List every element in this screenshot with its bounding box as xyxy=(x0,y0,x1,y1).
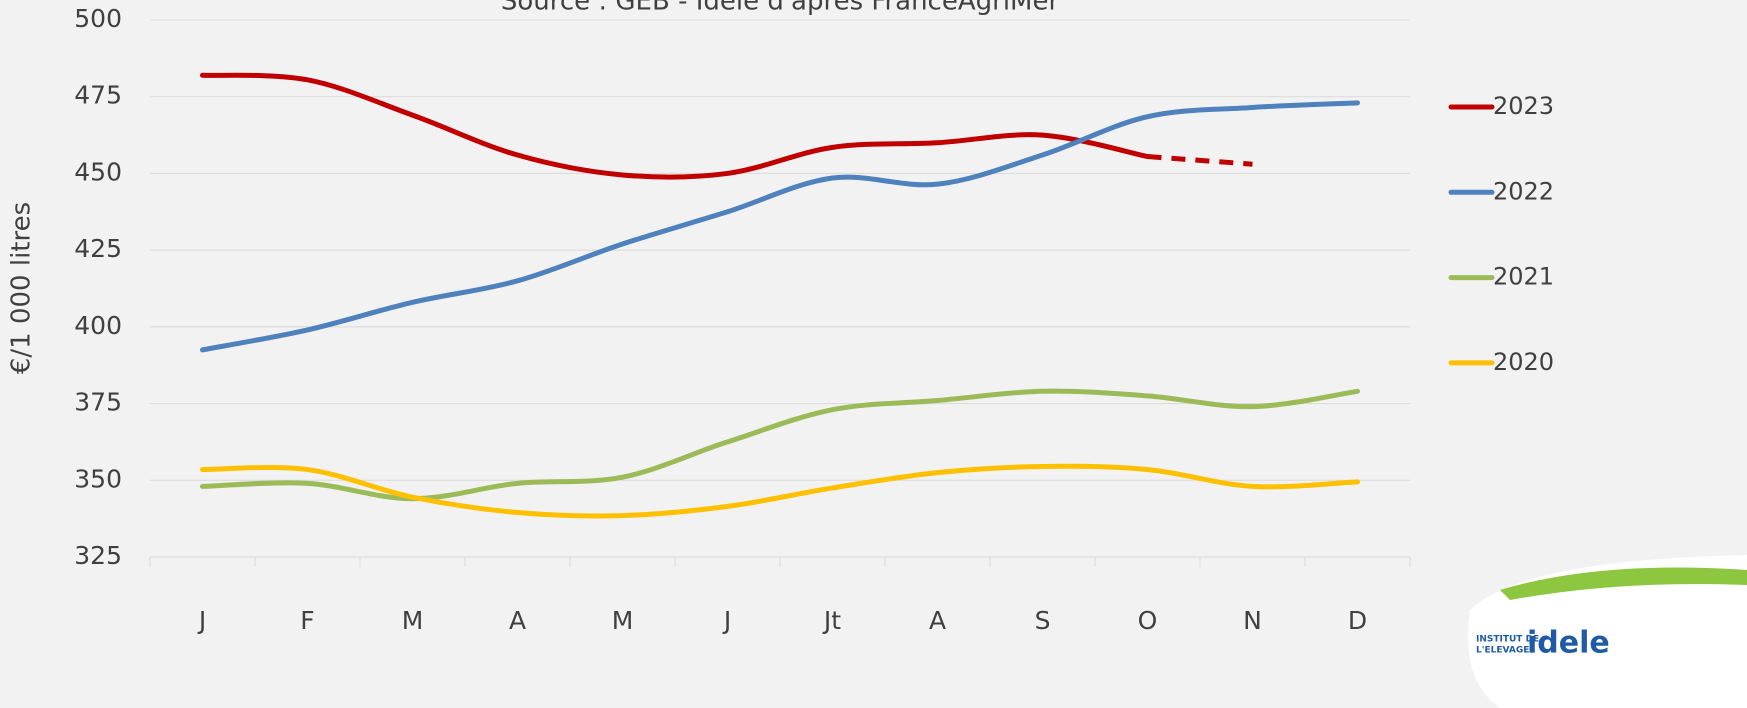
logo-text: L'ELEVAGE xyxy=(1476,646,1529,656)
logo: INSTITUT DE L'ELEVAGE idele xyxy=(1468,555,1747,708)
y-tick-label: 350 xyxy=(74,464,122,493)
series-line xyxy=(200,72,1150,180)
series-line xyxy=(200,463,1360,519)
x-tick-label: F xyxy=(300,606,314,635)
x-tick-label: A xyxy=(929,606,946,635)
logo-brand: idele xyxy=(1527,626,1610,661)
x-tick-label: J xyxy=(722,606,731,635)
y-axis-label: €/1 000 litres xyxy=(7,202,37,374)
series-line-dashed xyxy=(1147,154,1253,167)
legend-label: 2023 xyxy=(1493,92,1554,120)
series-line xyxy=(200,388,1360,502)
x-tick-label: S xyxy=(1035,606,1051,635)
legend-label: 2022 xyxy=(1493,177,1554,205)
y-tick-label: 425 xyxy=(74,234,122,263)
y-tick-label: 450 xyxy=(74,157,122,186)
x-tick-label: N xyxy=(1243,606,1262,635)
y-tick-label: 400 xyxy=(74,311,122,340)
logo-swoosh xyxy=(1500,567,1747,600)
y-tick-label: 325 xyxy=(74,541,122,570)
series-line xyxy=(200,100,1360,353)
x-tick-label: D xyxy=(1348,606,1367,635)
x-tick-label: Jt xyxy=(822,606,841,635)
x-tick-label: A xyxy=(509,606,526,635)
x-tick-label: M xyxy=(612,606,634,635)
y-tick-label: 500 xyxy=(74,4,122,33)
y-tick-label: 475 xyxy=(74,81,122,110)
logo-text: INSTITUT DE xyxy=(1476,635,1539,645)
x-tick-label: O xyxy=(1138,606,1158,635)
x-tick-label: J xyxy=(197,606,206,635)
y-tick-label: 375 xyxy=(74,388,122,417)
chart-title: Source : GEB - Idele d'après FranceAgriM… xyxy=(501,0,1060,17)
legend-label: 2020 xyxy=(1493,348,1554,376)
x-tick-label: M xyxy=(402,606,424,635)
legend-label: 2021 xyxy=(1493,263,1554,291)
